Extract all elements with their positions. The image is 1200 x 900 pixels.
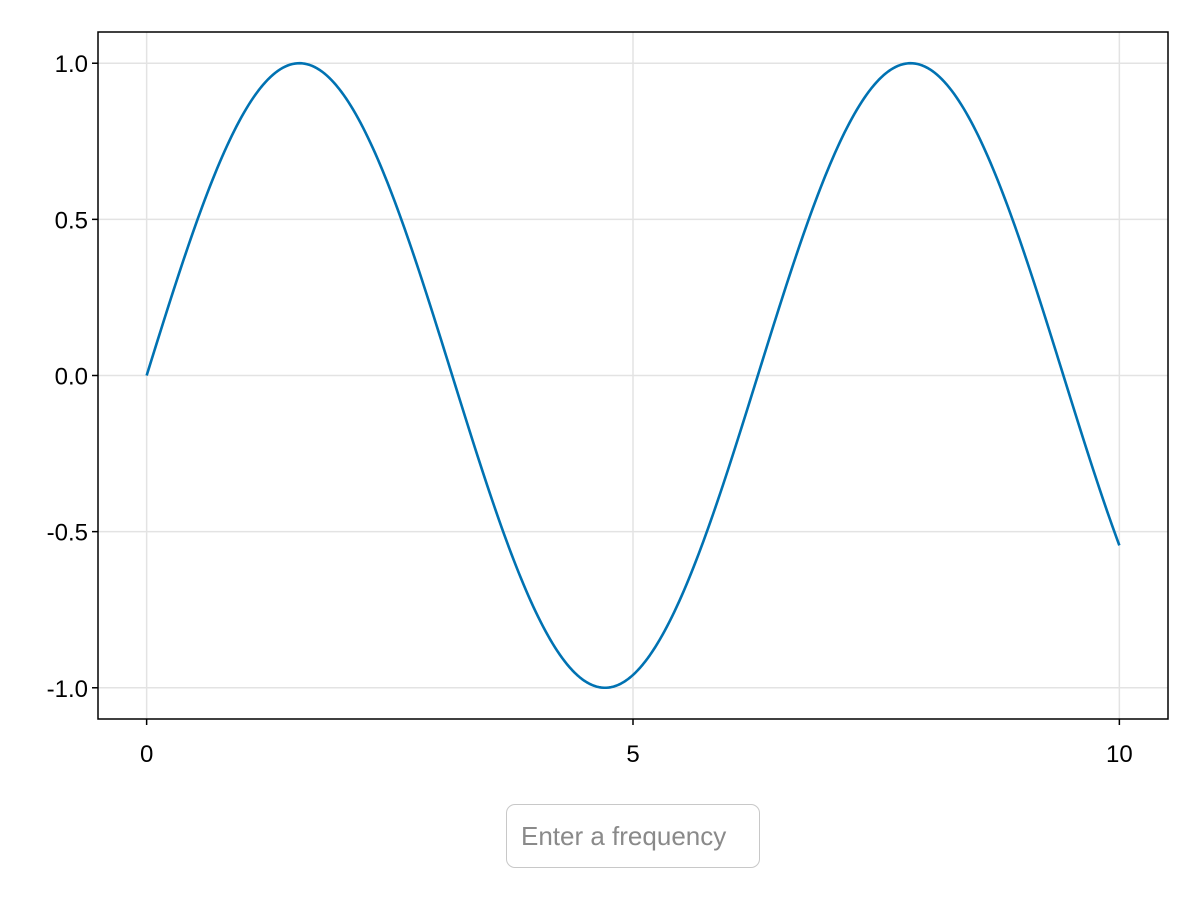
y-tick-label: 1.0 xyxy=(55,51,88,78)
x-tick-label: 0 xyxy=(140,741,153,768)
line-chart: 0 5 10 1.0 0.5 0.0 -0.5 -1.0 xyxy=(47,31,1169,768)
series-line-0 xyxy=(145,61,1121,690)
y-tick-label: -0.5 xyxy=(47,520,88,547)
y-tick-label: 0.5 xyxy=(55,207,88,234)
y-tick-label: -1.0 xyxy=(47,676,88,703)
x-tick-label: 5 xyxy=(626,741,639,768)
y-tick-label: 0.0 xyxy=(55,364,88,391)
axis-ticks: 0 5 10 1.0 0.5 0.0 -0.5 -1.0 xyxy=(47,51,1133,768)
x-tick-label: 10 xyxy=(1106,741,1133,768)
grid-lines xyxy=(98,32,1168,719)
series-layer xyxy=(145,61,1121,690)
frequency-input[interactable] xyxy=(506,804,760,868)
